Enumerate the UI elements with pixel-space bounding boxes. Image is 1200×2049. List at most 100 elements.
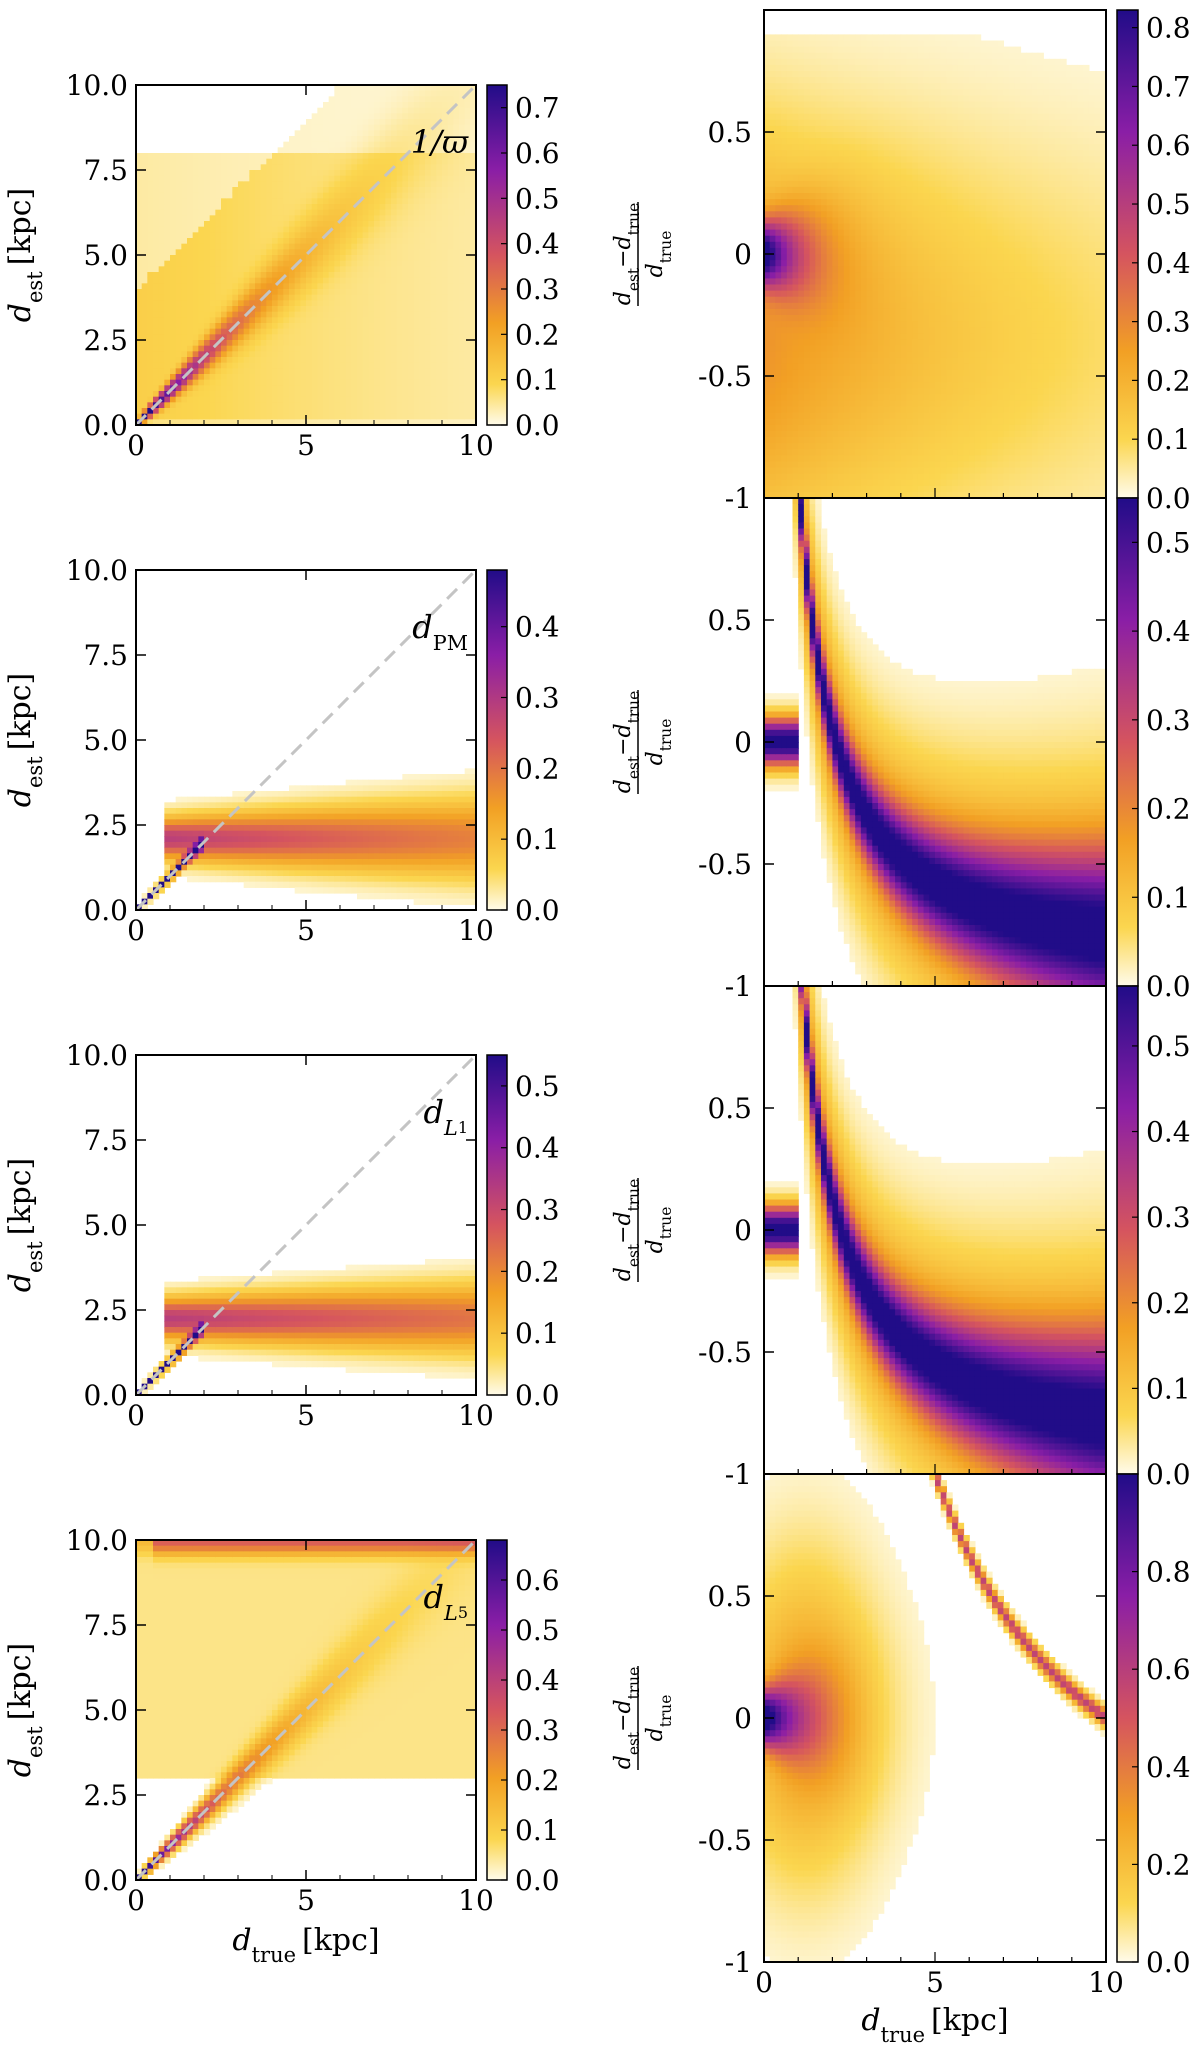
- heatmap-cell: [430, 864, 437, 871]
- heatmap-cell: [464, 779, 471, 786]
- heatmap-cell: [306, 836, 313, 843]
- heatmap-cell: [357, 221, 364, 228]
- heatmap-cell: [385, 870, 392, 877]
- heatmap-cell: [238, 255, 245, 262]
- heatmap-cell: [447, 323, 454, 330]
- heatmap-cell: [232, 419, 239, 426]
- heatmap-cell: [385, 876, 392, 883]
- heatmap-cell: [153, 238, 160, 245]
- heatmap-cell: [368, 385, 375, 392]
- heatmap-cell: [334, 385, 341, 392]
- heatmap-cell: [141, 226, 148, 233]
- heatmap-cell: [181, 870, 188, 877]
- heatmap-cell: [164, 1315, 171, 1322]
- heatmap-cell: [300, 368, 307, 375]
- heatmap-cell: [255, 819, 262, 826]
- heatmap-cell: [328, 130, 335, 137]
- heatmap-cell: [470, 181, 477, 188]
- heatmap-cell: [442, 221, 449, 228]
- heatmap-cell: [198, 311, 205, 318]
- estimator-label: 1/ϖ: [411, 123, 469, 161]
- heatmap-cell: [391, 153, 398, 160]
- heatmap-cell: [175, 238, 182, 245]
- heatmap-cell: [442, 842, 449, 849]
- heatmap-cell: [170, 1298, 177, 1305]
- heatmap-cell: [272, 317, 279, 324]
- heatmap-cell: [136, 357, 143, 364]
- heatmap-cell: [232, 819, 239, 826]
- heatmap-cell: [204, 876, 211, 883]
- heatmap-cell: [334, 170, 341, 177]
- heatmap-cell: [345, 1366, 352, 1373]
- heatmap-cell: [232, 158, 239, 165]
- heatmap-cell: [198, 175, 205, 182]
- heatmap-cell: [272, 819, 279, 826]
- heatmap-cell: [266, 1344, 273, 1351]
- heatmap-cell: [306, 853, 313, 860]
- heatmap-cell: [345, 238, 352, 245]
- heatmap-cell: [391, 136, 398, 143]
- heatmap-cell: [181, 830, 188, 837]
- heatmap-cell: [340, 351, 347, 358]
- heatmap-cell: [221, 334, 228, 341]
- heatmap-cell: [385, 221, 392, 228]
- heatmap-cell: [175, 379, 182, 386]
- heatmap-cell: [459, 853, 466, 860]
- heatmap-cell: [209, 198, 216, 205]
- heatmap-cell: [368, 102, 375, 109]
- heatmap-cell: [300, 374, 307, 381]
- heatmap-cell: [425, 85, 432, 92]
- heatmap-cell: [175, 340, 182, 347]
- heatmap-cell: [470, 379, 477, 386]
- heatmap-cell: [215, 158, 222, 165]
- heatmap-cell: [436, 351, 443, 358]
- heatmap-cell: [464, 102, 471, 109]
- heatmap-cell: [402, 419, 409, 426]
- heatmap-cell: [170, 864, 177, 871]
- heatmap-cell: [464, 266, 471, 273]
- heatmap-cell: [328, 153, 335, 160]
- heatmap-cell: [334, 136, 341, 143]
- heatmap-cell: [464, 323, 471, 330]
- heatmap-cell: [362, 368, 369, 375]
- heatmap-cell: [340, 198, 347, 205]
- heatmap-cell: [419, 813, 426, 820]
- y-axis-label-sub: est: [23, 756, 47, 788]
- heatmap-cell: [266, 864, 273, 871]
- heatmap-cell: [294, 130, 301, 137]
- heatmap-cell: [391, 802, 398, 809]
- heatmap-cell: [187, 830, 194, 837]
- heatmap-cell: [158, 277, 165, 284]
- heatmap-cell: [453, 147, 460, 154]
- heatmap-cell: [153, 311, 160, 318]
- heatmap-cell: [419, 147, 426, 154]
- heatmap-cell: [368, 300, 375, 307]
- heatmap-cell: [340, 870, 347, 877]
- heatmap-cell: [221, 396, 228, 403]
- heatmap-cell: [232, 396, 239, 403]
- heatmap-cell: [209, 1338, 216, 1345]
- heatmap-cell: [379, 345, 386, 352]
- heatmap-cell: [391, 836, 398, 843]
- heatmap-cell: [255, 170, 262, 177]
- heatmap-cell: [442, 243, 449, 250]
- heatmap-cell: [226, 170, 233, 177]
- heatmap-cell: [181, 825, 188, 832]
- heatmap-cell: [283, 226, 290, 233]
- heatmap-cell: [226, 255, 233, 262]
- heatmap-cell: [470, 306, 477, 313]
- heatmap-cell: [442, 181, 449, 188]
- heatmap-cell: [255, 306, 262, 313]
- heatmap-cell: [249, 204, 256, 211]
- heatmap-cell: [419, 836, 426, 843]
- heatmap-cell: [340, 243, 347, 250]
- heatmap-cell: [396, 413, 403, 420]
- heatmap-cell: [413, 791, 420, 798]
- heatmap-cell: [402, 255, 409, 262]
- heatmap-cell: [442, 277, 449, 284]
- heatmap-cell: [323, 351, 330, 358]
- heatmap-cell: [187, 170, 194, 177]
- heatmap-cell: [255, 1349, 262, 1356]
- heatmap-cell: [391, 893, 398, 900]
- heatmap-cell: [402, 853, 409, 860]
